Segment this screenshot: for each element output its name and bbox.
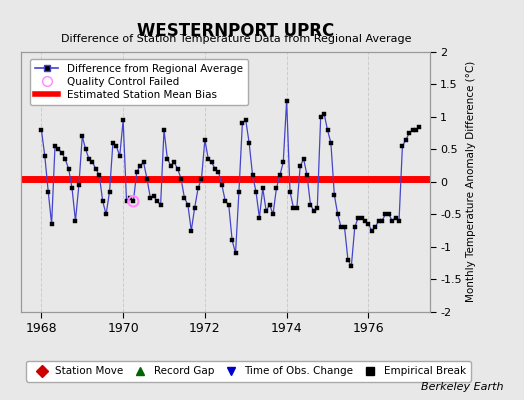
Y-axis label: Monthly Temperature Anomaly Difference (°C): Monthly Temperature Anomaly Difference (… — [466, 61, 476, 302]
Text: Berkeley Earth: Berkeley Earth — [421, 382, 503, 392]
Text: Difference of Station Temperature Data from Regional Average: Difference of Station Temperature Data f… — [61, 34, 411, 44]
Point — [129, 198, 138, 204]
Text: WESTERNPORT UPRC: WESTERNPORT UPRC — [137, 22, 334, 40]
Legend: Station Move, Record Gap, Time of Obs. Change, Empirical Break: Station Move, Record Gap, Time of Obs. C… — [26, 361, 471, 382]
